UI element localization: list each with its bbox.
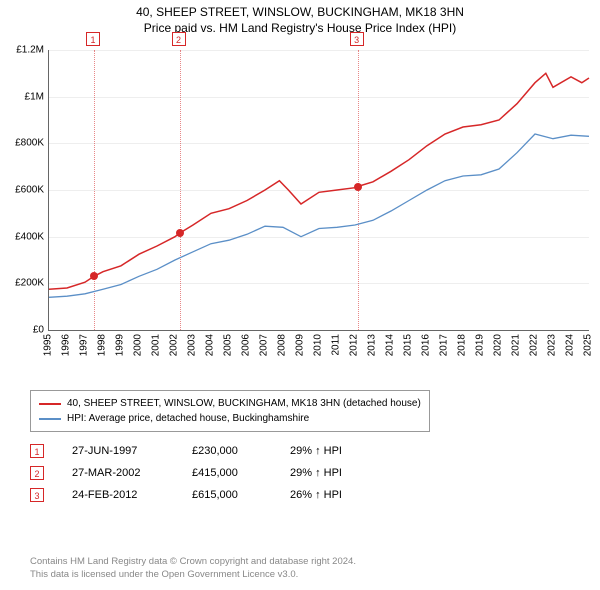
event-price: £415,000 <box>192 462 262 484</box>
sale-marker-point <box>176 229 184 237</box>
x-axis-label: 2024 <box>565 334 576 356</box>
event-row: 2 27-MAR-2002 £415,000 29% ↑ HPI <box>30 462 342 484</box>
x-axis-label: 2022 <box>529 334 540 356</box>
y-axis-label: £1M <box>0 91 44 102</box>
event-marker-badge: 3 <box>30 488 44 502</box>
x-axis-label: 2009 <box>295 334 306 356</box>
y-axis-label: £600K <box>0 185 44 196</box>
event-date: 27-JUN-1997 <box>72 440 164 462</box>
x-axis-label: 2013 <box>367 334 378 356</box>
y-axis-label: £800K <box>0 138 44 149</box>
x-axis-label: 2021 <box>511 334 522 356</box>
event-date: 27-MAR-2002 <box>72 462 164 484</box>
x-axis-label: 2005 <box>223 334 234 356</box>
x-axis-label: 2003 <box>187 334 198 356</box>
x-axis-label: 2008 <box>277 334 288 356</box>
y-axis-label: £1.2M <box>0 45 44 56</box>
x-axis-label: 2017 <box>439 334 450 356</box>
x-axis-label: 2014 <box>385 334 396 356</box>
plot-area <box>48 50 589 331</box>
event-price: £230,000 <box>192 440 262 462</box>
event-price: £615,000 <box>192 484 262 506</box>
x-axis-label: 2023 <box>547 334 558 356</box>
x-axis-label: 2004 <box>205 334 216 356</box>
x-axis-label: 2000 <box>133 334 144 356</box>
x-axis-label: 2012 <box>349 334 360 356</box>
y-axis-label: £400K <box>0 231 44 242</box>
event-row: 1 27-JUN-1997 £230,000 29% ↑ HPI <box>30 440 342 462</box>
x-axis-label: 2007 <box>259 334 270 356</box>
series-line <box>49 73 589 289</box>
line-series <box>49 50 589 330</box>
event-marker-badge: 2 <box>30 466 44 480</box>
chart-area: £0 £200K £400K £600K £800K £1M £1.2M 1995 1996 1… <box>0 40 600 380</box>
sale-marker-badge: 1 <box>86 32 100 46</box>
x-axis-label: 1996 <box>61 334 72 356</box>
legend-swatch <box>39 403 61 405</box>
x-axis-label: 1995 <box>43 334 54 356</box>
event-row: 3 24-FEB-2012 £615,000 26% ↑ HPI <box>30 484 342 506</box>
y-axis-label: £0 <box>0 325 44 336</box>
x-axis-label: 2015 <box>403 334 414 356</box>
x-axis-label: 2019 <box>475 334 486 356</box>
chart-title: 40, SHEEP STREET, WINSLOW, BUCKINGHAM, M… <box>0 0 600 36</box>
legend-row: HPI: Average price, detached house, Buck… <box>39 411 421 426</box>
event-date: 24-FEB-2012 <box>72 484 164 506</box>
x-axis-label: 1997 <box>79 334 90 356</box>
sale-marker-badge: 3 <box>350 32 364 46</box>
x-axis-label: 2001 <box>151 334 162 356</box>
chart-frame: 40, SHEEP STREET, WINSLOW, BUCKINGHAM, M… <box>0 0 600 590</box>
y-axis-label: £200K <box>0 278 44 289</box>
sale-marker-badge: 2 <box>172 32 186 46</box>
event-delta: 26% ↑ HPI <box>290 484 342 506</box>
footer-attribution: Contains HM Land Registry data © Crown c… <box>30 556 356 582</box>
x-axis-label: 2018 <box>457 334 468 356</box>
x-axis-label: 1998 <box>97 334 108 356</box>
sale-marker-point <box>90 272 98 280</box>
title-line-1: 40, SHEEP STREET, WINSLOW, BUCKINGHAM, M… <box>0 4 600 20</box>
legend-swatch <box>39 418 61 420</box>
sale-marker-point <box>354 183 362 191</box>
event-marker-badge: 1 <box>30 444 44 458</box>
x-axis-label: 1999 <box>115 334 126 356</box>
x-axis-label: 2002 <box>169 334 180 356</box>
x-axis-label: 2025 <box>583 334 594 356</box>
sale-events-table: 1 27-JUN-1997 £230,000 29% ↑ HPI 2 27-MAR-200… <box>30 440 342 506</box>
event-delta: 29% ↑ HPI <box>290 462 342 484</box>
x-axis-label: 2011 <box>331 334 342 356</box>
legend-row: 40, SHEEP STREET, WINSLOW, BUCKINGHAM, M… <box>39 396 421 411</box>
event-delta: 29% ↑ HPI <box>290 440 342 462</box>
x-axis-label: 2006 <box>241 334 252 356</box>
x-axis-label: 2016 <box>421 334 432 356</box>
x-axis-label: 2010 <box>313 334 324 356</box>
x-axis-label: 2020 <box>493 334 504 356</box>
series-line <box>49 134 589 297</box>
legend-label: HPI: Average price, detached house, Buck… <box>67 411 309 426</box>
legend: 40, SHEEP STREET, WINSLOW, BUCKINGHAM, M… <box>30 390 430 432</box>
legend-label: 40, SHEEP STREET, WINSLOW, BUCKINGHAM, M… <box>67 396 421 411</box>
footer-line-1: Contains HM Land Registry data © Crown c… <box>30 556 356 569</box>
footer-line-2: This data is licensed under the Open Gov… <box>30 569 356 582</box>
